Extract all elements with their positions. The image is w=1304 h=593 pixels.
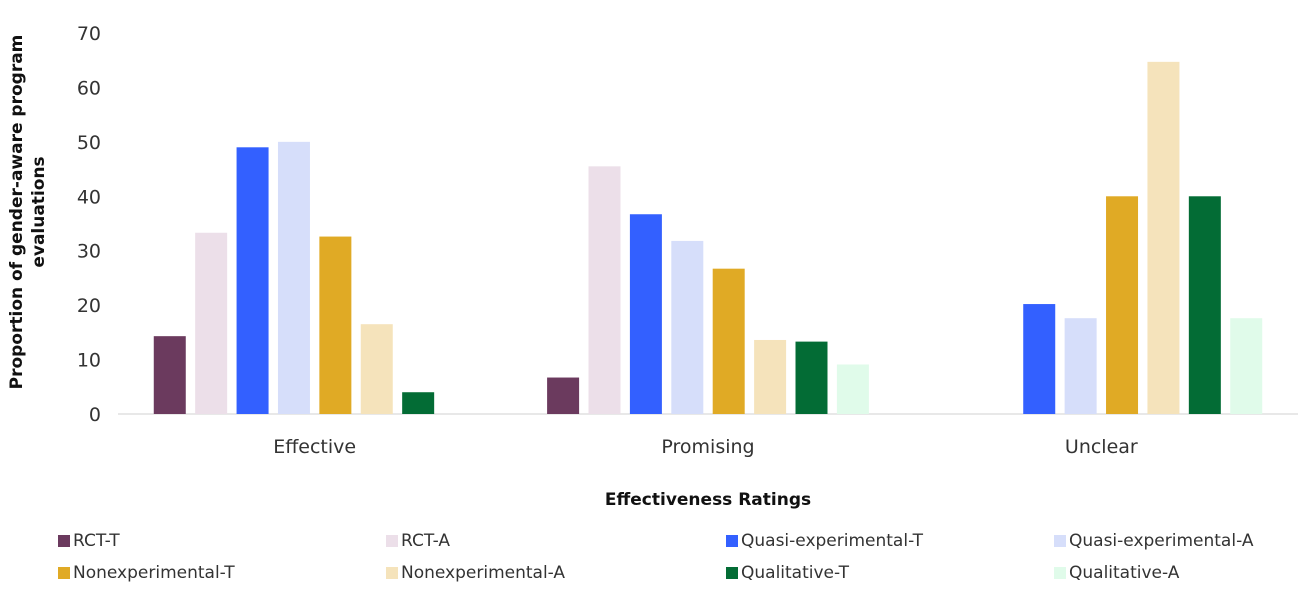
bar (1230, 318, 1263, 414)
y-tick-label: 40 (77, 186, 101, 208)
bar (588, 166, 621, 414)
bar (153, 336, 186, 414)
legend-swatch (386, 535, 398, 547)
legend-swatch (58, 567, 70, 579)
legend-swatch (1054, 567, 1066, 579)
x-tick-label: Unclear (1065, 436, 1138, 458)
bar (712, 268, 745, 414)
legend-swatch (726, 567, 738, 579)
y-tick-label: 20 (77, 295, 101, 317)
legend-label: RCT-A (401, 531, 450, 551)
bar (836, 364, 869, 414)
bar (360, 324, 393, 414)
legend-label: Qualitative-A (1069, 563, 1180, 583)
legend-label: Nonexperimental-T (73, 563, 235, 583)
legend-label: Qualitative-T (741, 563, 850, 583)
legend-label: Nonexperimental-A (401, 563, 565, 583)
x-tick-label: Effective (273, 436, 356, 458)
bar (547, 377, 580, 414)
y-axis-title-line-2: evaluations (29, 156, 49, 267)
legend-label: RCT-T (73, 531, 120, 551)
x-axis-title: Effectiveness Ratings (605, 490, 811, 510)
bar (277, 141, 310, 414)
bar (754, 339, 787, 414)
legend-label: Quasi-experimental-A (1069, 531, 1254, 551)
bar (319, 236, 352, 414)
bar (1023, 304, 1056, 414)
bar (402, 392, 435, 414)
y-axis-ticks: 0 10 20 30 40 50 60 70 (77, 23, 101, 426)
legend-swatch (1054, 535, 1066, 547)
y-tick-label: 50 (77, 132, 101, 154)
bar (629, 214, 662, 414)
bar (195, 232, 228, 414)
legend-swatch (58, 535, 70, 547)
y-tick-label: 60 (77, 77, 101, 99)
bar (795, 341, 828, 414)
bars (153, 61, 1263, 415)
y-axis-title-line-1: Proportion of gender-aware program (7, 35, 27, 390)
y-tick-label: 30 (77, 241, 101, 263)
bar (1188, 196, 1221, 414)
legend: RCT-T RCT-A Quasi-experimental-T Quasi-expe… (58, 531, 1254, 583)
bar (1064, 318, 1097, 414)
y-tick-label: 0 (89, 404, 101, 426)
bar (1147, 61, 1180, 415)
x-tick-label: Promising (661, 436, 754, 458)
bar (671, 240, 704, 414)
y-tick-label: 10 (77, 350, 101, 372)
legend-label: Quasi-experimental-T (741, 531, 924, 551)
legend-swatch (386, 567, 398, 579)
category-labels: Effective Promising Unclear (273, 436, 1138, 458)
legend-swatch (726, 535, 738, 547)
bar (1106, 196, 1139, 414)
bar (236, 147, 269, 415)
y-tick-label: 70 (77, 23, 101, 45)
